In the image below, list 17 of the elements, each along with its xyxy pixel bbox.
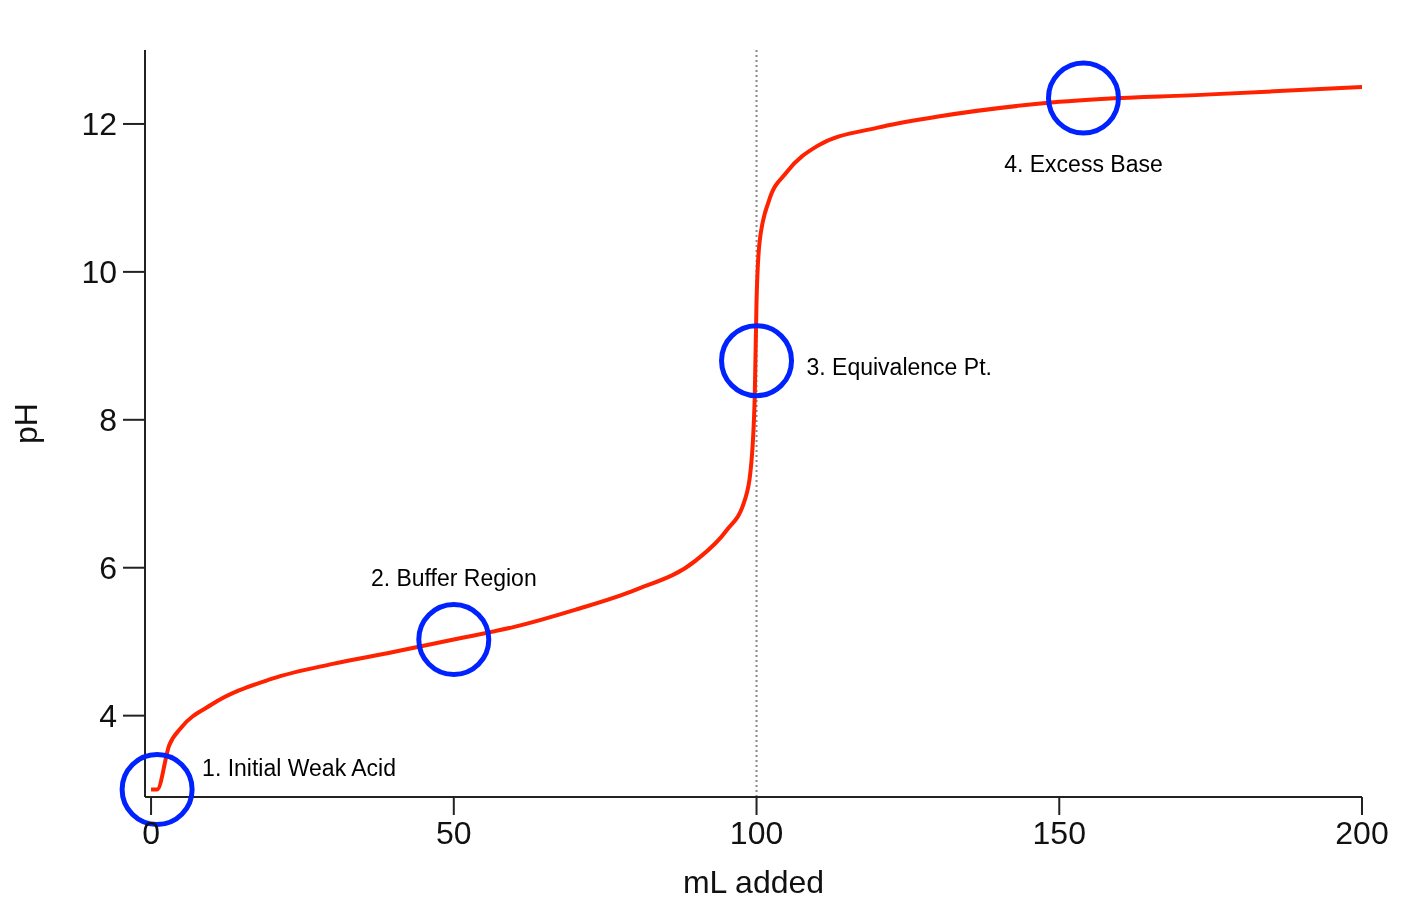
y-tick-label: 6 — [99, 550, 117, 587]
x-tick-label: 0 — [142, 814, 160, 851]
x-tick-label: 50 — [435, 814, 472, 851]
x-tick-label: 200 — [1335, 814, 1389, 851]
x-tick-label: 100 — [729, 814, 784, 851]
annotation: 2. Buffer Region — [370, 564, 537, 591]
annotation: 3. Equivalence Pt. — [806, 353, 992, 380]
y-tick-label: 12 — [81, 106, 117, 143]
y-axis-title: pH — [8, 403, 45, 444]
annotation: 4. Excess Base — [1004, 151, 1163, 178]
y-tick-label: 4 — [99, 698, 117, 734]
x-axis-title: mL added — [682, 864, 825, 900]
annotation: 1. Initial Weak Acid — [202, 754, 397, 781]
y-tick-label: 8 — [99, 402, 117, 439]
y-tick-label: 10 — [81, 254, 117, 291]
x-tick-label: 150 — [1032, 814, 1086, 851]
line-series — [149, 84, 1362, 792]
